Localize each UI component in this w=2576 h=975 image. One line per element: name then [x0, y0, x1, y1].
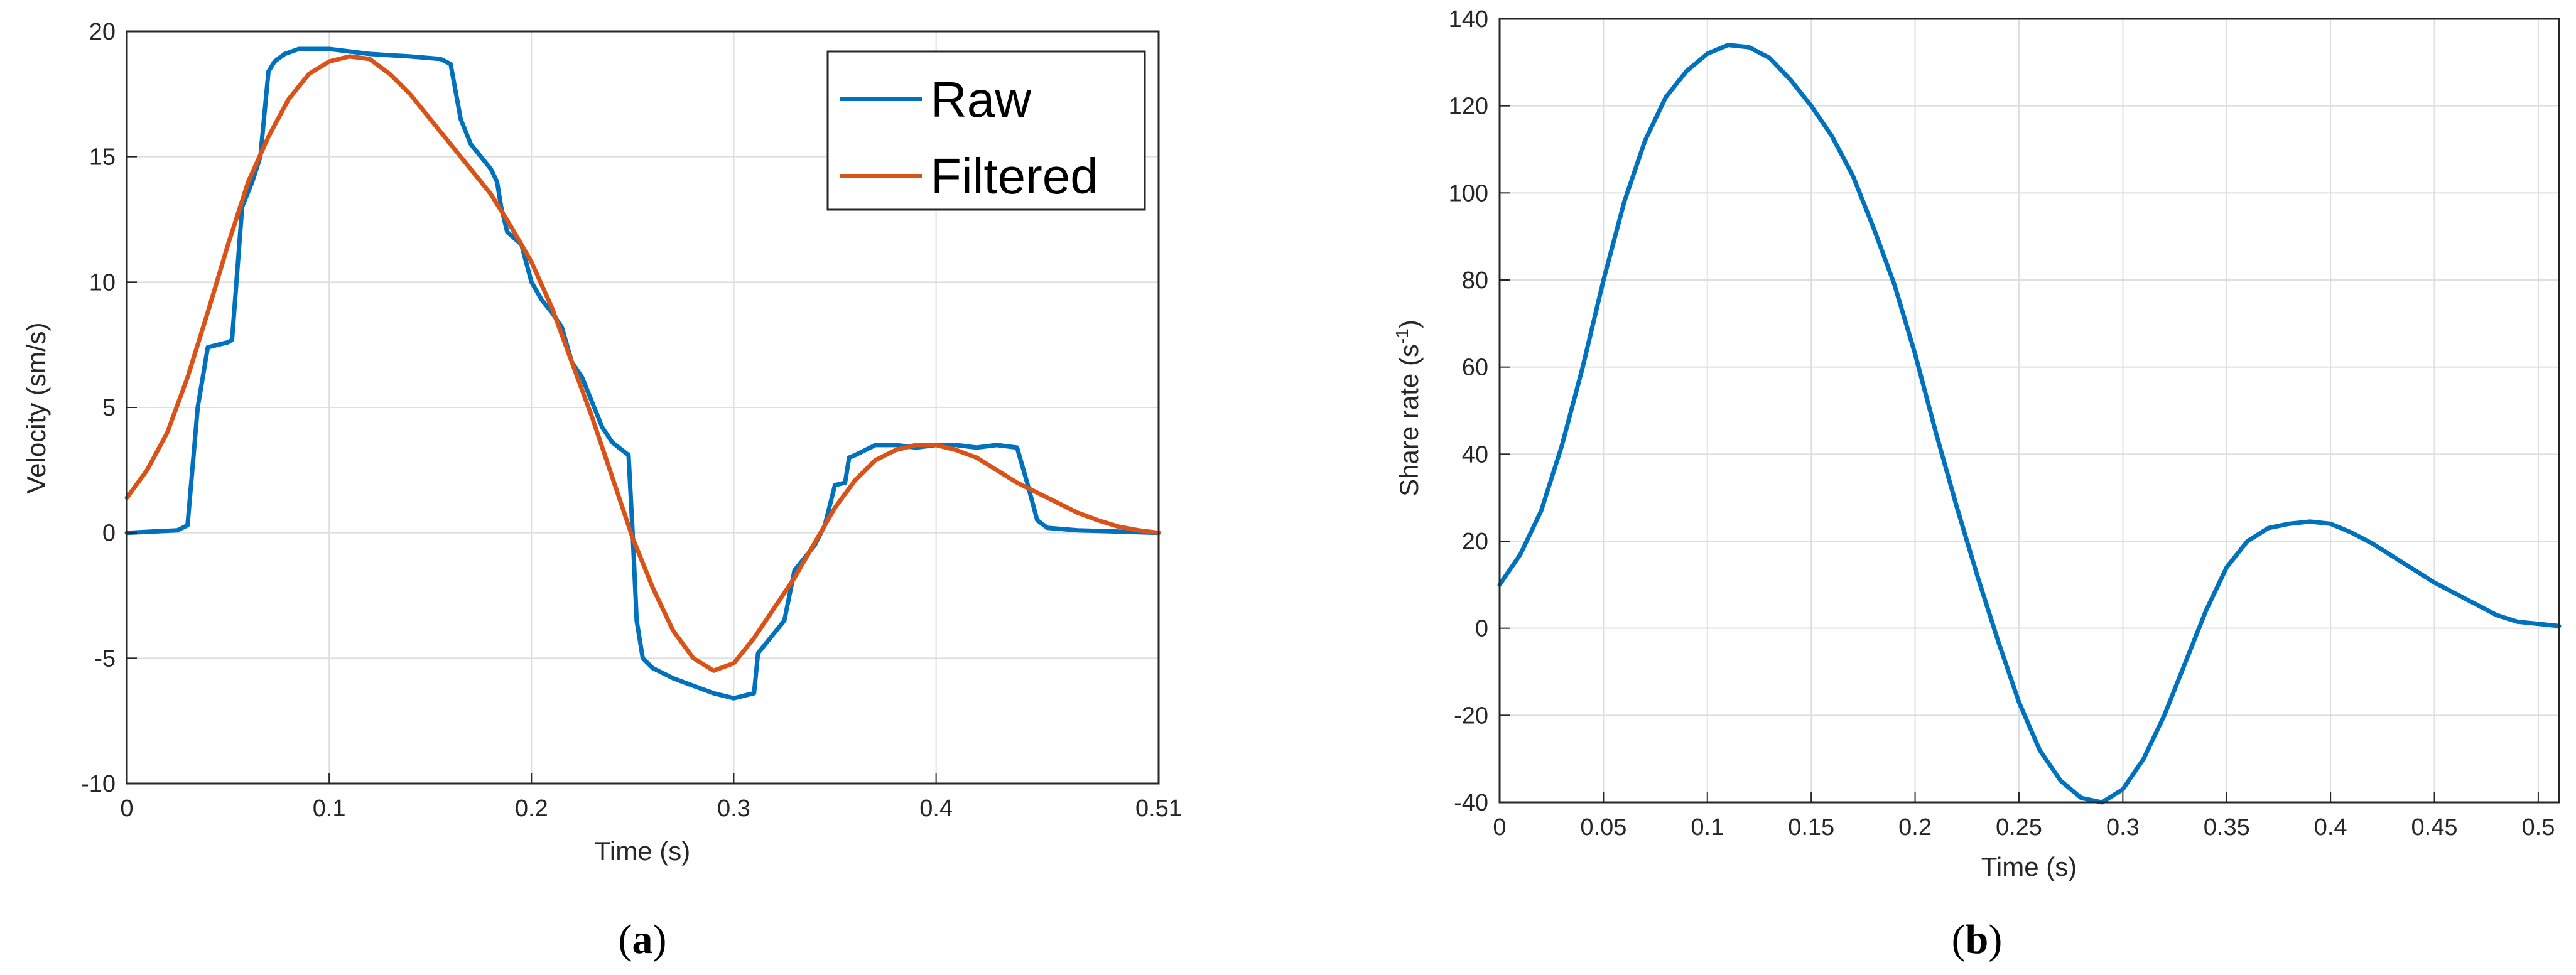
panel-a-ytick-label: -5 [94, 645, 116, 672]
panel-a-ytick-label: 0 [102, 520, 116, 547]
panel-b-xtick-label: 0.45 [2411, 814, 2458, 841]
panel-a-series [124, 46, 1161, 701]
panel-a-xtick-label: 0.1 [313, 795, 346, 822]
panel-b-ytick-label: 40 [1462, 441, 1488, 468]
panel-a-ytick-label: 5 [102, 395, 116, 421]
panel-a-series-filtered [124, 54, 1161, 673]
panel-a-xtick-label: 0.51 [1135, 795, 1182, 822]
legend-raw-label: Raw [931, 72, 1031, 127]
panel-b-ylabel: Share rate (s-1) [1392, 320, 1424, 497]
panel-a-xtick-label: 0.3 [717, 795, 750, 822]
panel-b-xtick-label: 0.25 [1996, 814, 2042, 841]
panel-a-series-raw [124, 46, 1161, 701]
panel-a-ytick-label: -10 [81, 771, 116, 797]
panel-b-ytick-label: -40 [1454, 790, 1488, 816]
panel-a-ytick-label: 20 [89, 19, 116, 45]
panel-b-plot-area [1500, 19, 2559, 802]
panel-b-xtick-label: 0.5 [2522, 814, 2555, 841]
panel-b-xtick-label: 0.3 [2106, 814, 2140, 841]
panel-b-ytick-label: 140 [1449, 6, 1488, 33]
panel-a-xlabel: Time (s) [595, 836, 690, 866]
panel-b-ytick-label: 20 [1462, 529, 1488, 555]
panel-a-ytick-label: 10 [89, 269, 116, 296]
panel-a-ticks: 0 0.1 0.2 0.3 0.4 0.51 -10 -5 0 5 10 15 20 [81, 19, 1182, 822]
panel-b-ytick-label: 60 [1462, 355, 1488, 381]
panel-b-share-rate-chart: 0 0.05 0.1 0.15 0.2 0.25 0.3 0.35 0.4 0.45 0.5 -40 -… [1392, 6, 2562, 962]
panel-a-ylabel: Velocity (sm/s) [21, 322, 51, 493]
panel-a-grid [126, 31, 1159, 784]
legend-filtered-label: Filtered [931, 148, 1098, 204]
panel-b-ticks: 0 0.05 0.1 0.15 0.2 0.25 0.3 0.35 0.4 0.45 0.5 -40 -… [1449, 6, 2555, 841]
panel-a-legend: Raw Filtered [826, 50, 1146, 211]
panel-b-xtick-label: 0.1 [1691, 814, 1724, 841]
panel-a-ytick-label: 15 [89, 144, 116, 171]
panel-a-xtick-label: 0.2 [515, 795, 548, 822]
panel-b-xtick-label: 0 [1493, 814, 1506, 841]
panel-b-xtick-label: 0.35 [2204, 814, 2250, 841]
panel-b-axes-box [1498, 18, 2560, 804]
panel-b-xtick-label: 0.4 [2314, 814, 2347, 841]
panel-b-ytick-label: 0 [1475, 616, 1488, 642]
panel-b-ytick-label: 100 [1449, 180, 1488, 207]
panel-b-xtick-label: 0.2 [1898, 814, 1932, 841]
panel-b-series [1497, 43, 2562, 805]
panel-b-ytick-label: 120 [1449, 94, 1488, 120]
panel-b-ytick-label: -20 [1454, 703, 1488, 729]
panel-b-ytick-label: 80 [1462, 267, 1488, 294]
panel-b-xlabel: Time (s) [1981, 852, 2077, 881]
panel-b-xtick-label: 0.15 [1788, 814, 1834, 841]
panel-b-xtick-label: 0.05 [1580, 814, 1626, 841]
panel-a-xtick-label: 0 [120, 795, 133, 822]
legend-box [826, 50, 1146, 211]
panel-b-caption: (b) [1952, 917, 2003, 962]
panel-a-xtick-label: 0.4 [919, 795, 953, 822]
panel-a-caption: (a) [619, 917, 667, 962]
panel-b-series-share-rate [1497, 43, 2562, 805]
